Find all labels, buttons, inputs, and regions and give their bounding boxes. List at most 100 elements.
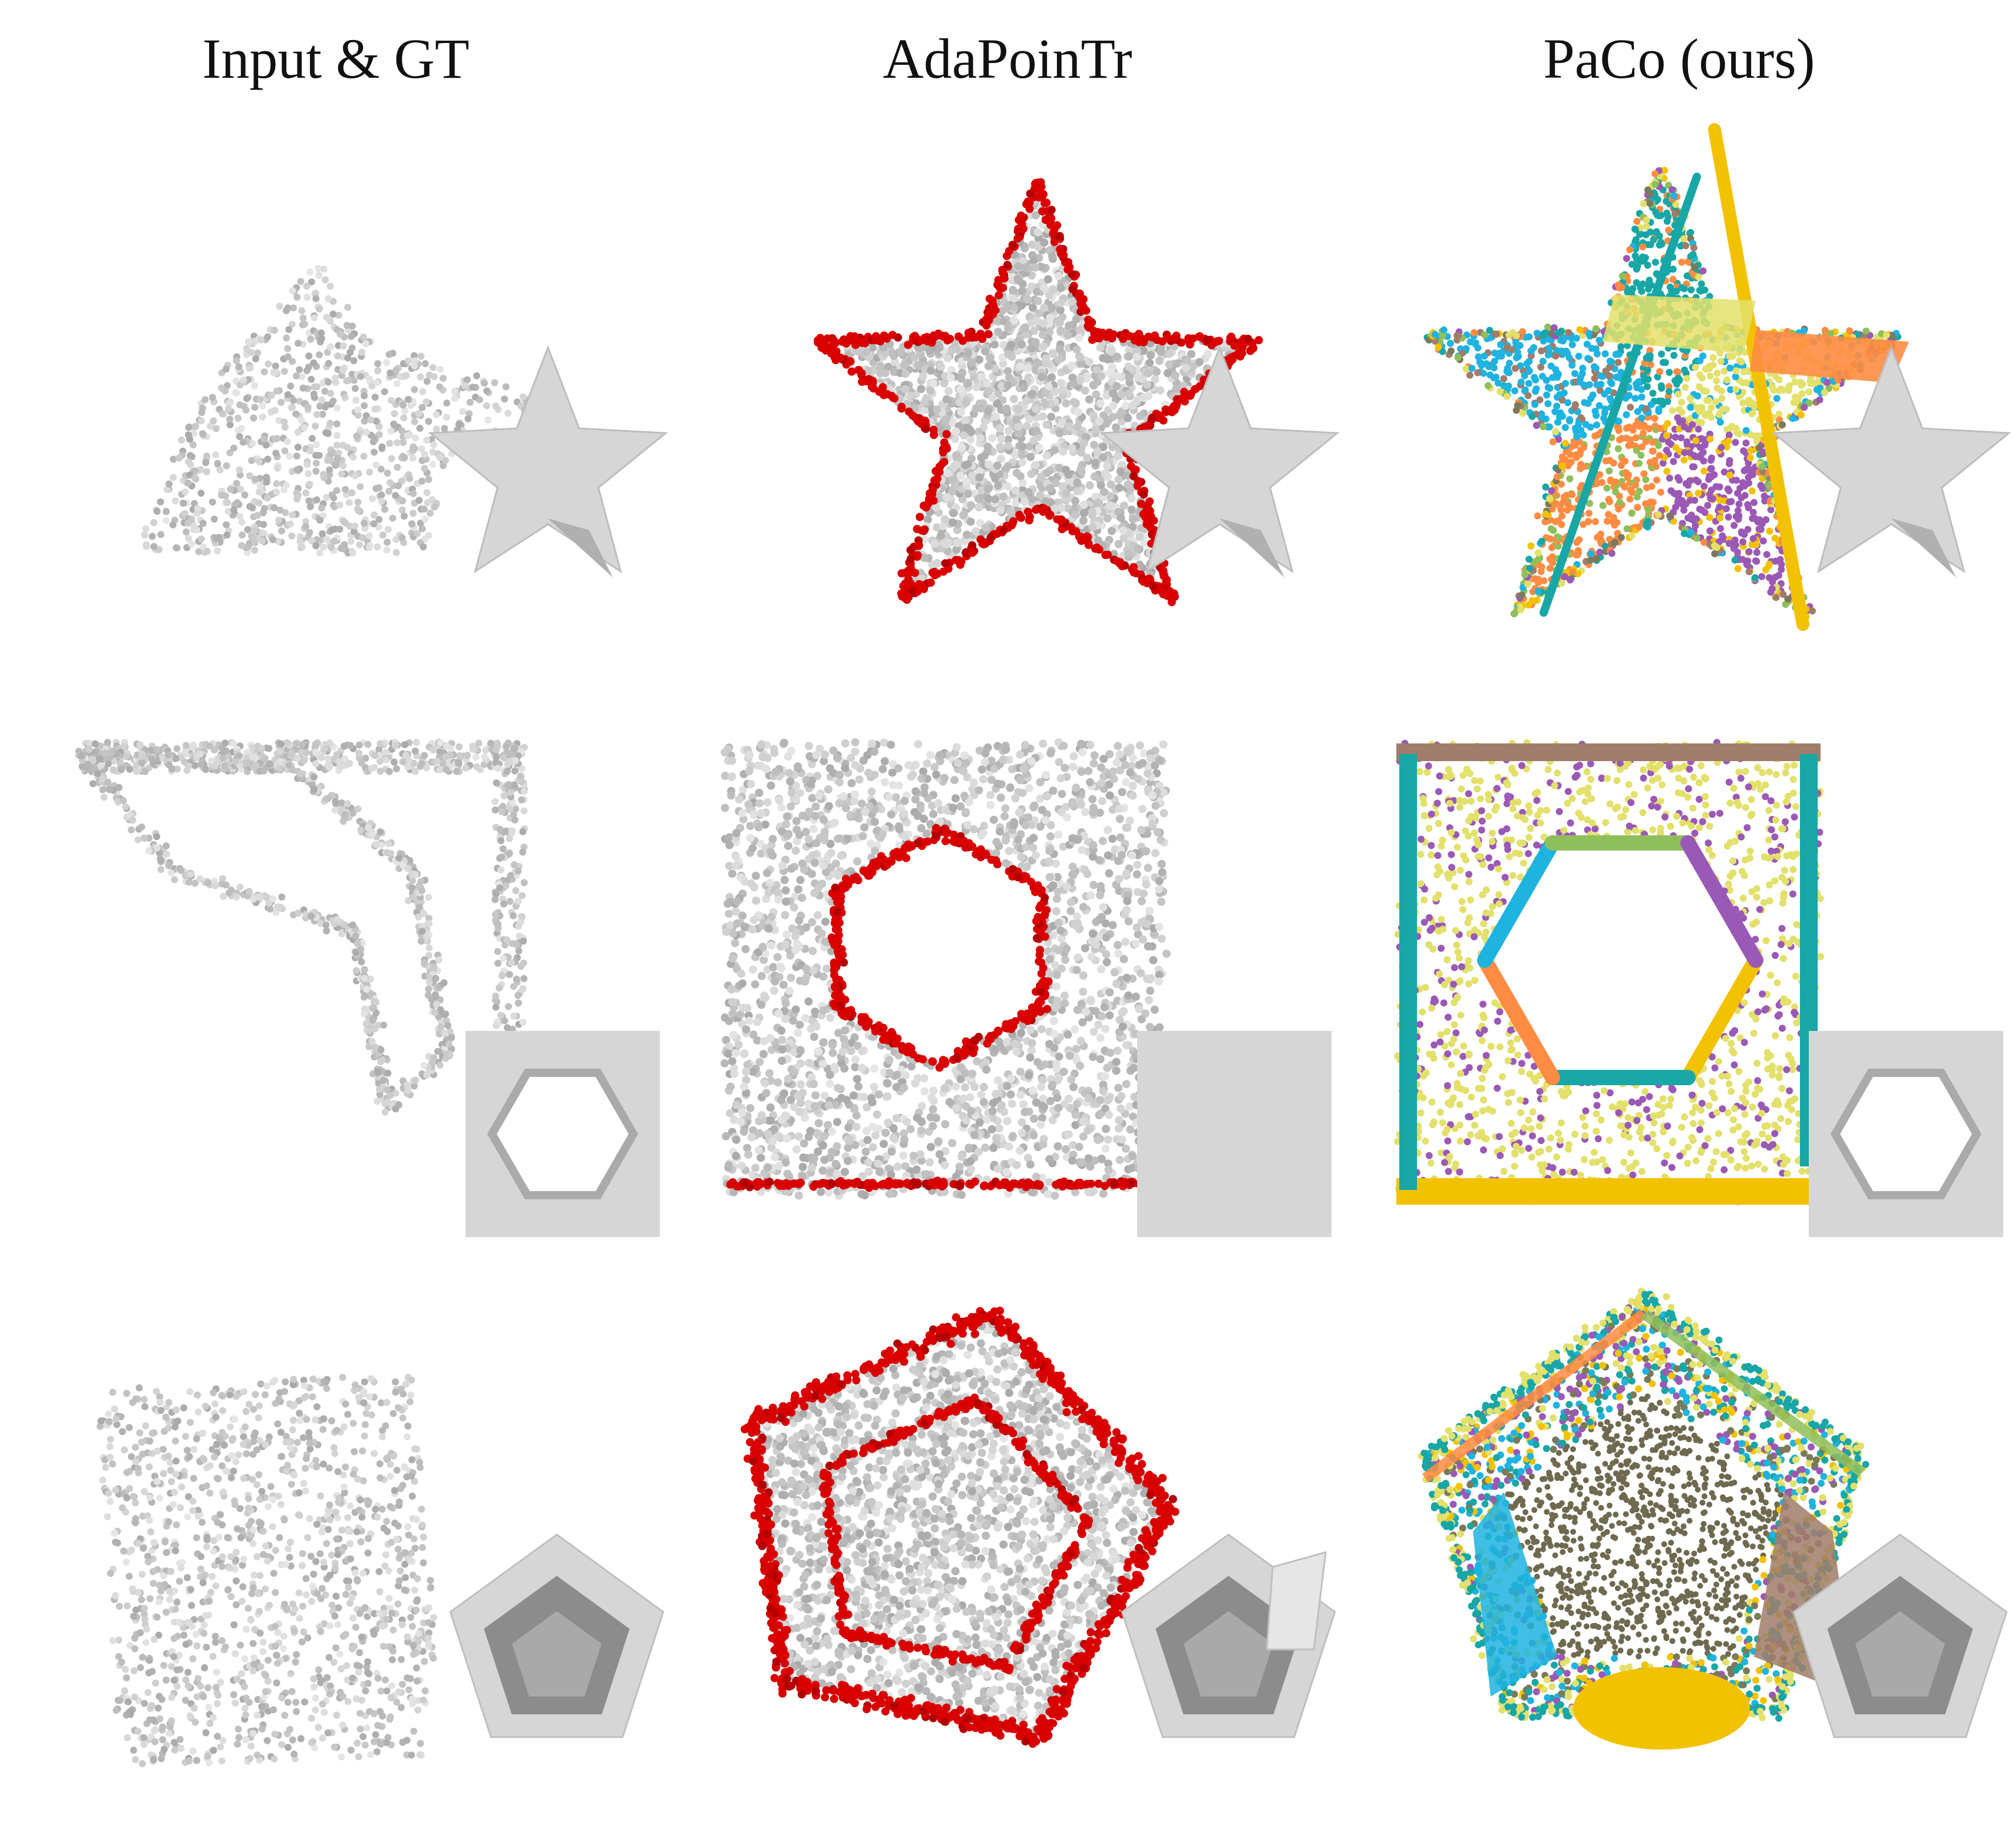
adapointr-point: [949, 509, 957, 517]
input-point: [249, 439, 256, 447]
input-point: [395, 482, 402, 490]
adapointr-point: [999, 359, 1008, 368]
adapointr-point: [1071, 497, 1080, 505]
paco-point: [1504, 365, 1511, 372]
input-point: [410, 352, 418, 359]
paco-point: [1640, 470, 1648, 478]
adapointr-point: [1108, 442, 1116, 451]
input-point: [320, 265, 328, 273]
paco-point: [1658, 240, 1666, 248]
paco-point: [1692, 363, 1699, 371]
input-point: [379, 531, 387, 539]
input-point: [184, 534, 192, 542]
input-point: [250, 414, 257, 422]
paco-point: [1511, 387, 1519, 395]
adapointr-point: [1040, 283, 1048, 292]
paco-point: [1716, 409, 1724, 416]
input-point: [287, 382, 295, 390]
input-point: [409, 454, 417, 462]
adapointr-point: [977, 404, 986, 413]
adapointr-edge-point: [1132, 569, 1141, 578]
adapointr-point: [1004, 427, 1013, 435]
paco-point: [1644, 262, 1651, 269]
input-point: [392, 492, 399, 500]
adapointr-edge-point: [836, 353, 845, 362]
input-point: [354, 406, 362, 414]
input-point: [313, 441, 321, 448]
adapointr-point: [962, 477, 971, 486]
input-point: [459, 408, 467, 415]
input-point: [209, 498, 216, 506]
paco-point: [1555, 413, 1563, 421]
paco-point: [1707, 414, 1715, 421]
adapointr-point: [1047, 412, 1056, 421]
paco-point: [1612, 488, 1620, 495]
input-point: [259, 537, 266, 545]
input-point: [333, 455, 341, 462]
paco-point: [1701, 508, 1709, 516]
adapointr-point: [1068, 297, 1076, 306]
input-point: [371, 511, 378, 519]
paco-point: [1497, 341, 1504, 348]
adapointr-point: [1103, 462, 1112, 471]
adapointr-edge-point: [1038, 207, 1047, 216]
paco-point: [1678, 259, 1686, 266]
adapointr-point: [1014, 405, 1023, 414]
adapointr-edge-point: [942, 442, 951, 451]
adapointr-point: [1109, 389, 1118, 398]
adapointr-point: [1020, 324, 1029, 333]
paco-point: [1716, 514, 1724, 522]
adapointr-point: [1085, 395, 1094, 404]
input-point: [157, 531, 165, 538]
paco-point: [1603, 484, 1611, 492]
adapointr-point: [1128, 401, 1137, 410]
input-point: [264, 455, 272, 463]
input-point: [308, 375, 315, 383]
input-point: [466, 399, 474, 406]
paco-point: [1528, 347, 1535, 355]
input-point: [303, 461, 311, 468]
adapointr-point: [1029, 437, 1038, 445]
paco-point: [1628, 510, 1636, 517]
adapointr-point: [984, 484, 993, 493]
adapointr-edge-point: [1159, 567, 1168, 576]
adapointr-point: [1067, 361, 1076, 370]
adapointr-edge-point: [1149, 582, 1158, 591]
paco-point: [1537, 363, 1545, 371]
input-point: [236, 401, 244, 409]
input-point: [400, 414, 408, 422]
paco-point: [1544, 384, 1552, 391]
adapointr-edge-point: [1144, 501, 1152, 510]
paco-point: [1627, 436, 1634, 444]
input-point: [386, 439, 394, 447]
input-point: [310, 314, 318, 322]
input-point: [305, 352, 313, 360]
paco-point: [1579, 365, 1587, 372]
paco-point: [1611, 521, 1618, 529]
paco-point: [1573, 538, 1581, 546]
adapointr-point: [926, 386, 935, 395]
paco-point: [1670, 352, 1678, 359]
paco-point: [1713, 377, 1720, 385]
input-point: [387, 396, 395, 404]
paco-point: [1649, 438, 1656, 446]
paco-point: [1670, 458, 1677, 465]
input-point: [305, 497, 313, 505]
input-point: [350, 357, 358, 365]
paco-point: [1592, 365, 1600, 372]
paco-point: [1656, 452, 1663, 459]
input-point: [288, 532, 296, 540]
adapointr-point: [1107, 346, 1116, 355]
paco-point: [1754, 432, 1762, 440]
input-point: [250, 535, 257, 543]
adapointr-edge-point: [906, 555, 915, 563]
adapointr-edge-point: [940, 458, 949, 467]
paco-point: [1732, 385, 1740, 393]
paco-point: [1573, 335, 1580, 342]
adapointr-point: [988, 394, 997, 402]
adapointr-point: [943, 469, 952, 478]
paco-point: [1607, 395, 1614, 402]
input-point: [421, 451, 428, 458]
adapointr-edge-point: [1055, 232, 1064, 240]
input-point: [360, 333, 367, 341]
